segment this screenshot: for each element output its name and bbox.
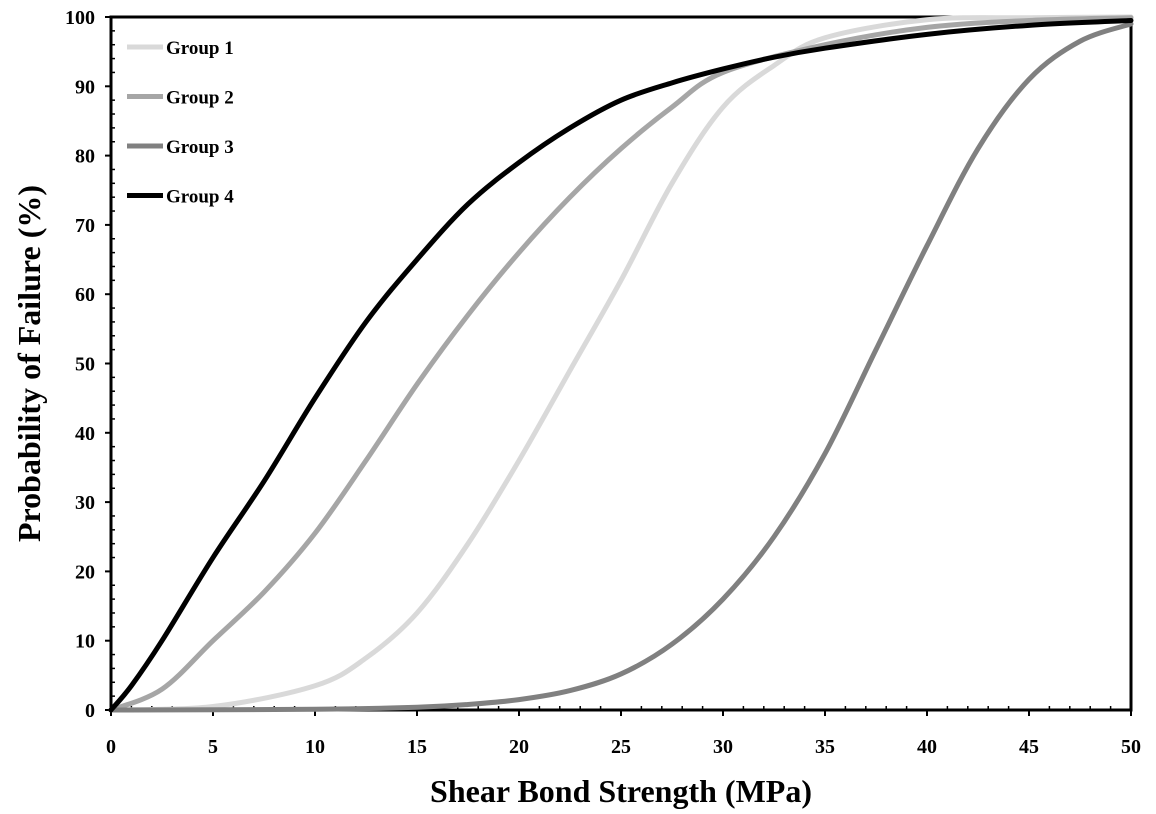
y-tick-label: 20 [75,561,95,583]
y-tick-label: 60 [75,284,95,306]
x-tick-label: 0 [106,736,116,758]
legend: Group 1 Group 2 Group 3 Group 4 [127,38,234,208]
y-tick-label: 50 [75,354,95,376]
x-tick-label: 40 [917,736,937,758]
axes: 0 5 10 15 20 25 30 35 40 45 50 0 10 20 30 40 50 60 70 80 90 1… [65,7,1141,758]
y-axis-title: Probability of Failure (%) [11,185,47,542]
series-line-group-3 [108,21,1134,713]
y-tick-label: 0 [85,700,95,722]
series-line-group-4 [108,17,1134,713]
x-tick-label: 50 [1121,736,1141,758]
legend-label-group-1: Group 1 [166,38,234,59]
series-line-group-2 [108,15,1134,713]
plot-area-border [109,15,1133,712]
x-axis-title: Shear Bond Strength (MPa) [430,773,812,809]
y-tick-label: 90 [75,76,95,98]
x-tick-label: 10 [305,736,325,758]
y-tick-label: 70 [75,215,95,237]
y-tick-label: 40 [75,423,95,445]
y-tick-label: 100 [65,7,95,29]
y-tick-label: 80 [75,146,95,168]
series-line-group-1 [108,14,1134,713]
y-tick-label: 30 [75,492,95,514]
y-tick-label: 10 [75,631,95,653]
x-tick-label: 45 [1019,736,1039,758]
legend-label-group-2: Group 2 [166,88,234,109]
x-tick-label: 25 [611,736,631,758]
series-lines [108,14,1134,713]
legend-label-group-3: Group 3 [166,137,234,158]
x-tick-label: 35 [815,736,835,758]
x-tick-label: 15 [407,736,427,758]
x-tick-label: 30 [713,736,733,758]
legend-label-group-4: Group 4 [166,187,234,208]
x-tick-label: 20 [509,736,529,758]
x-tick-label: 5 [208,736,218,758]
